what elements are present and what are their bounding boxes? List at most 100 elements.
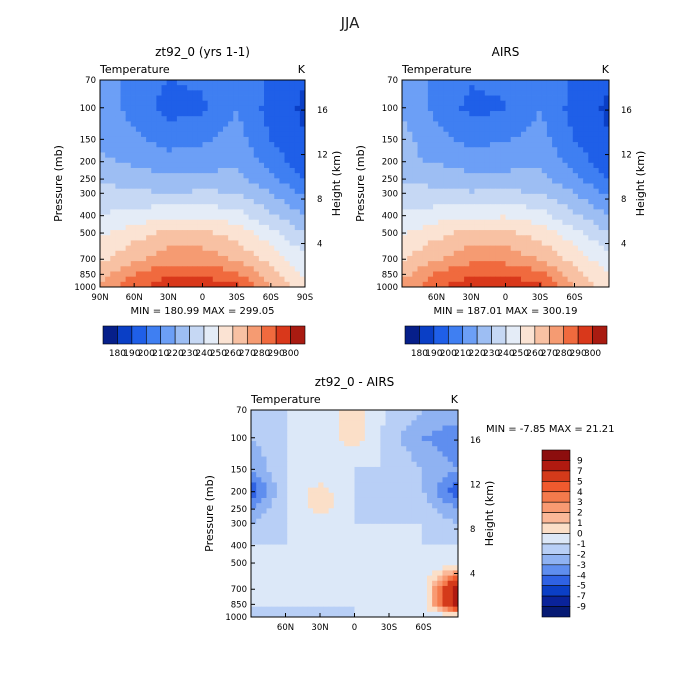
- field-cell: [292, 518, 298, 525]
- field-cell: [407, 152, 413, 159]
- field-cell: [338, 529, 345, 535]
- field-cell: [536, 162, 543, 169]
- field-cell: [166, 100, 173, 107]
- field-cell: [505, 230, 512, 236]
- field-cell: [192, 271, 198, 278]
- field-cell: [146, 121, 152, 127]
- field-cell: [359, 585, 366, 592]
- field-cell: [364, 570, 371, 576]
- field-cell: [161, 281, 168, 288]
- field-cell: [432, 513, 438, 520]
- field-cell: [593, 271, 600, 278]
- field-cell: [442, 456, 449, 463]
- field-cell: [390, 554, 397, 561]
- field-cell: [557, 116, 563, 122]
- field-cell: [233, 100, 239, 107]
- field-cell: [458, 90, 465, 96]
- field-cell: [187, 214, 193, 221]
- field-cell: [282, 466, 288, 473]
- field-cell: [151, 178, 157, 184]
- field-cell: [243, 178, 250, 184]
- field-cell: [307, 456, 314, 463]
- field-cell: [588, 250, 594, 257]
- field-cell: [474, 142, 481, 148]
- field-cell: [294, 255, 301, 262]
- field-cell: [593, 85, 600, 91]
- field-cell: [333, 611, 340, 618]
- field-cell: [464, 235, 470, 241]
- field-cell: [284, 255, 291, 262]
- field-cell: [289, 209, 296, 215]
- field-cell: [125, 183, 132, 190]
- field-cell: [505, 255, 512, 262]
- field-cell: [276, 492, 283, 499]
- field-cell: [474, 95, 481, 102]
- field-cell: [251, 565, 257, 571]
- field-cell: [546, 193, 553, 200]
- field-cell: [432, 477, 438, 483]
- field-cell: [161, 271, 168, 278]
- field-cell: [318, 580, 324, 587]
- field-cell: [338, 560, 345, 566]
- field-cell: [411, 415, 417, 421]
- field-cell: [146, 255, 152, 262]
- field-cell: [282, 534, 288, 540]
- field-cell: [510, 85, 517, 91]
- field-cell: [197, 105, 203, 112]
- field-cell: [401, 477, 407, 483]
- field-cell: [151, 199, 157, 205]
- field-cell: [598, 250, 605, 257]
- field-cell: [505, 126, 512, 133]
- field-cell: [489, 111, 496, 117]
- field-cell: [359, 523, 366, 530]
- field-cell: [562, 80, 568, 86]
- field-cell: [464, 250, 470, 257]
- field-cell: [333, 570, 340, 576]
- field-cell: [422, 276, 429, 283]
- field-cell: [266, 508, 273, 514]
- field-cell: [531, 178, 537, 184]
- field-cell: [166, 178, 173, 184]
- field-cell: [385, 601, 392, 608]
- field-cell: [100, 199, 106, 205]
- field-cell: [411, 482, 417, 489]
- field-cell: [182, 147, 188, 153]
- field-cell: [598, 142, 605, 148]
- field-cell: [395, 497, 402, 504]
- field-cell: [284, 121, 291, 127]
- field-cell: [318, 446, 324, 452]
- field-cell: [251, 487, 257, 494]
- field-cell: [588, 266, 594, 272]
- field-cell: [274, 219, 280, 226]
- field-cell: [261, 513, 267, 520]
- field-cell: [349, 425, 355, 432]
- pressure-tick-label: 150: [231, 465, 247, 475]
- field-cell: [125, 271, 132, 278]
- field-cell: [282, 529, 288, 535]
- field-cell: [407, 255, 413, 262]
- field-cell: [427, 90, 434, 96]
- field-cell: [370, 596, 376, 602]
- field-cell: [125, 157, 132, 164]
- field-cell: [416, 472, 423, 478]
- field-cell: [479, 157, 486, 164]
- field-cell: [411, 451, 417, 457]
- field-cell: [271, 451, 278, 457]
- field-cell: [577, 250, 584, 257]
- field-cell: [105, 271, 111, 278]
- field-cell: [146, 271, 152, 278]
- field-cell: [412, 136, 418, 143]
- field-cell: [572, 276, 579, 283]
- field-cell: [197, 80, 203, 86]
- field-cell: [370, 446, 376, 452]
- field-cell: [318, 518, 324, 525]
- field-cell: [593, 204, 600, 210]
- field-cell: [448, 204, 455, 210]
- field-cell: [448, 100, 455, 107]
- field-cell: [349, 497, 355, 504]
- field-2: [402, 80, 610, 288]
- field-cell: [390, 415, 397, 421]
- height-tick-label: 12: [470, 481, 481, 491]
- field-cell: [380, 549, 386, 556]
- field-cell: [489, 183, 496, 190]
